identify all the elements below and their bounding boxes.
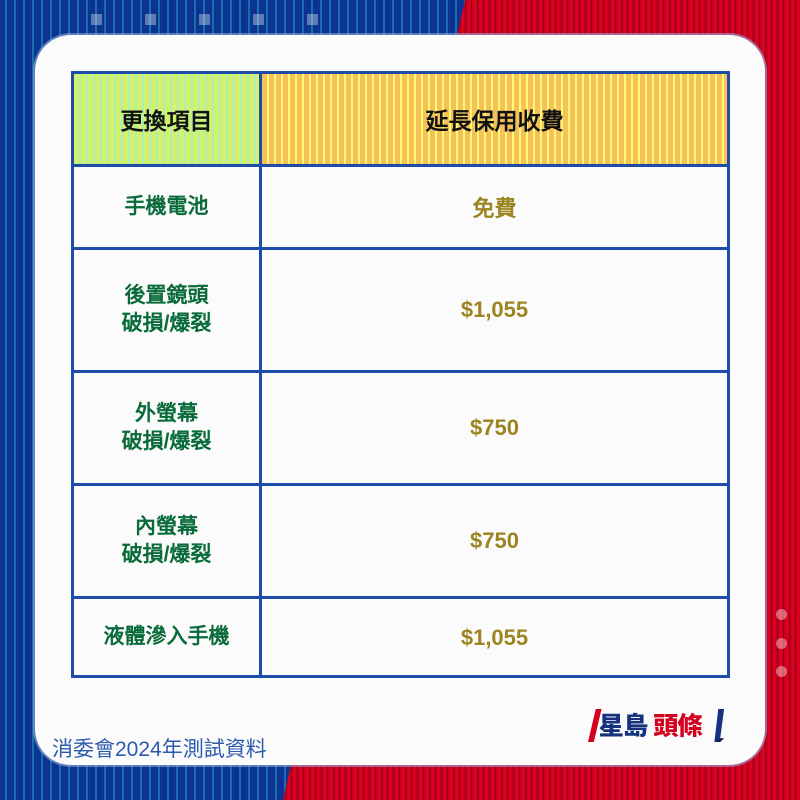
svg-text:頭條: 頭條: [653, 708, 703, 742]
svg-text:星島: 星島: [599, 708, 648, 742]
